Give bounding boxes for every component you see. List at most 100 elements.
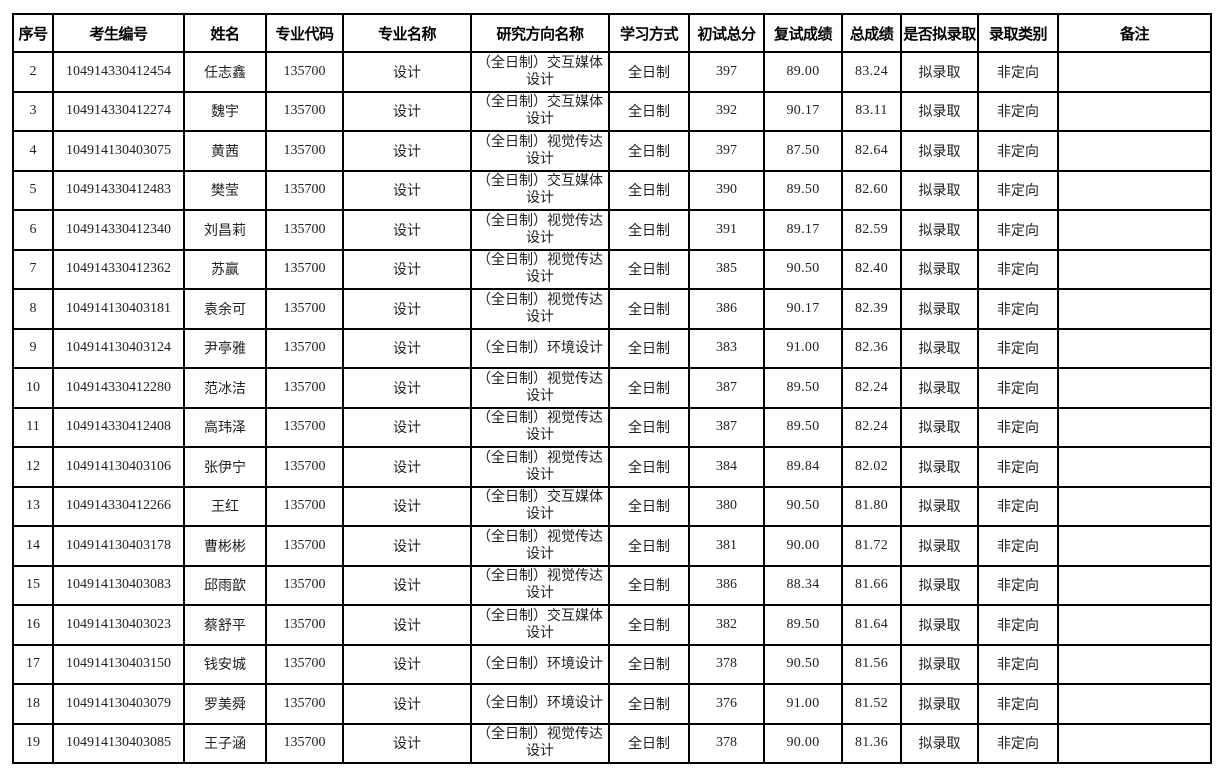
- cell-research-direction: （全日制）交互媒体设计: [470, 604, 610, 646]
- cell-seq: 2: [12, 51, 54, 93]
- cell-major-code: 135700: [265, 327, 344, 369]
- cell-total-score: 82.40: [841, 248, 902, 290]
- cell-admit-status: 拟录取: [900, 722, 979, 764]
- cell-remarks: [1057, 485, 1212, 527]
- cell-remarks: [1057, 90, 1212, 132]
- cell-name: 黄茜: [183, 130, 267, 172]
- cell-seq: 17: [12, 643, 54, 685]
- cell-admit-status: 拟录取: [900, 327, 979, 369]
- cell-candidate-id: 104914130403075: [52, 130, 185, 172]
- cell-major-code: 135700: [265, 525, 344, 567]
- cell-total-score: 81.80: [841, 485, 902, 527]
- cell-name: 罗美舜: [183, 683, 267, 725]
- cell-major-name: 设计: [342, 248, 472, 290]
- cell-name: 王子涵: [183, 722, 267, 764]
- cell-study-mode: 全日制: [608, 90, 690, 132]
- cell-admit-status: 拟录取: [900, 90, 979, 132]
- cell-research-direction: （全日制）视觉传达设计: [470, 130, 610, 172]
- cell-study-mode: 全日制: [608, 446, 690, 488]
- cell-candidate-id: 104914130403106: [52, 446, 185, 488]
- cell-prelim-score: 383: [688, 327, 765, 369]
- cell-admit-status: 拟录取: [900, 406, 979, 448]
- cell-research-direction: （全日制）视觉传达设计: [470, 446, 610, 488]
- cell-study-mode: 全日制: [608, 327, 690, 369]
- cell-admit-type: 非定向: [977, 367, 1059, 409]
- cell-seq: 4: [12, 130, 54, 172]
- cell-admit-type: 非定向: [977, 683, 1059, 725]
- cell-study-mode: 全日制: [608, 525, 690, 567]
- cell-remarks: [1057, 288, 1212, 330]
- cell-prelim-score: 397: [688, 130, 765, 172]
- cell-research-direction: （全日制）环境设计: [470, 643, 610, 685]
- cell-study-mode: 全日制: [608, 288, 690, 330]
- cell-research-direction: （全日制）视觉传达设计: [470, 367, 610, 409]
- cell-retest-score: 90.00: [763, 525, 843, 567]
- cell-prelim-score: 385: [688, 248, 765, 290]
- header-research-direction: 研究方向名称: [470, 13, 610, 53]
- cell-admit-type: 非定向: [977, 90, 1059, 132]
- cell-prelim-score: 384: [688, 446, 765, 488]
- cell-research-direction: （全日制）视觉传达设计: [470, 248, 610, 290]
- cell-name: 刘昌莉: [183, 209, 267, 251]
- cell-research-direction: （全日制）视觉传达设计: [470, 525, 610, 567]
- cell-retest-score: 90.00: [763, 722, 843, 764]
- cell-major-code: 135700: [265, 564, 344, 606]
- header-row: 序号 考生编号 姓名 专业代码 专业名称 研究方向名称 学习方式 初试总分 复试成绩 总成绩 是否拟…: [12, 13, 1212, 53]
- table-row: 8 104914130403181 袁余可 135700 设计 （全日制）视觉传达设计 全日…: [12, 288, 1212, 330]
- cell-admit-type: 非定向: [977, 209, 1059, 251]
- cell-seq: 9: [12, 327, 54, 369]
- cell-total-score: 82.60: [841, 169, 902, 211]
- cell-admit-status: 拟录取: [900, 130, 979, 172]
- cell-candidate-id: 104914130403083: [52, 564, 185, 606]
- cell-retest-score: 90.17: [763, 288, 843, 330]
- cell-prelim-score: 381: [688, 525, 765, 567]
- cell-prelim-score: 378: [688, 722, 765, 764]
- cell-seq: 14: [12, 525, 54, 567]
- table-row: 4 104914130403075 黄茜 135700 设计 （全日制）视觉传达设计 全日制…: [12, 130, 1212, 172]
- cell-remarks: [1057, 722, 1212, 764]
- cell-candidate-id: 104914330412483: [52, 169, 185, 211]
- cell-candidate-id: 104914330412280: [52, 367, 185, 409]
- cell-admit-type: 非定向: [977, 485, 1059, 527]
- cell-candidate-id: 104914330412274: [52, 90, 185, 132]
- cell-admit-type: 非定向: [977, 406, 1059, 448]
- cell-retest-score: 90.50: [763, 248, 843, 290]
- cell-major-code: 135700: [265, 722, 344, 764]
- table-row: 5 104914330412483 樊莹 135700 设计 （全日制）交互媒体设计 全日制…: [12, 169, 1212, 211]
- cell-remarks: [1057, 169, 1212, 211]
- cell-seq: 18: [12, 683, 54, 725]
- cell-remarks: [1057, 248, 1212, 290]
- cell-admit-status: 拟录取: [900, 169, 979, 211]
- cell-research-direction: （全日制）交互媒体设计: [470, 169, 610, 211]
- cell-retest-score: 89.50: [763, 169, 843, 211]
- cell-total-score: 82.59: [841, 209, 902, 251]
- cell-prelim-score: 382: [688, 604, 765, 646]
- cell-major-name: 设计: [342, 327, 472, 369]
- cell-major-code: 135700: [265, 51, 344, 93]
- cell-admit-type: 非定向: [977, 327, 1059, 369]
- cell-prelim-score: 380: [688, 485, 765, 527]
- cell-study-mode: 全日制: [608, 604, 690, 646]
- header-admit-status: 是否拟录取: [900, 13, 979, 53]
- cell-prelim-score: 392: [688, 90, 765, 132]
- cell-study-mode: 全日制: [608, 406, 690, 448]
- cell-admit-status: 拟录取: [900, 643, 979, 685]
- cell-remarks: [1057, 51, 1212, 93]
- cell-major-name: 设计: [342, 643, 472, 685]
- cell-total-score: 82.24: [841, 406, 902, 448]
- header-retest-score: 复试成绩: [763, 13, 843, 53]
- cell-retest-score: 89.50: [763, 367, 843, 409]
- cell-major-name: 设计: [342, 604, 472, 646]
- cell-name: 范冰洁: [183, 367, 267, 409]
- cell-admit-type: 非定向: [977, 722, 1059, 764]
- cell-name: 尹亭雅: [183, 327, 267, 369]
- cell-admit-type: 非定向: [977, 51, 1059, 93]
- cell-candidate-id: 104914130403079: [52, 683, 185, 725]
- cell-prelim-score: 387: [688, 406, 765, 448]
- cell-admit-status: 拟录取: [900, 248, 979, 290]
- cell-total-score: 81.36: [841, 722, 902, 764]
- cell-study-mode: 全日制: [608, 367, 690, 409]
- cell-name: 钱安城: [183, 643, 267, 685]
- admission-table: 序号 考生编号 姓名 专业代码 专业名称 研究方向名称 学习方式 初试总分 复试成绩 总成绩 是否拟…: [12, 13, 1212, 764]
- cell-total-score: 81.56: [841, 643, 902, 685]
